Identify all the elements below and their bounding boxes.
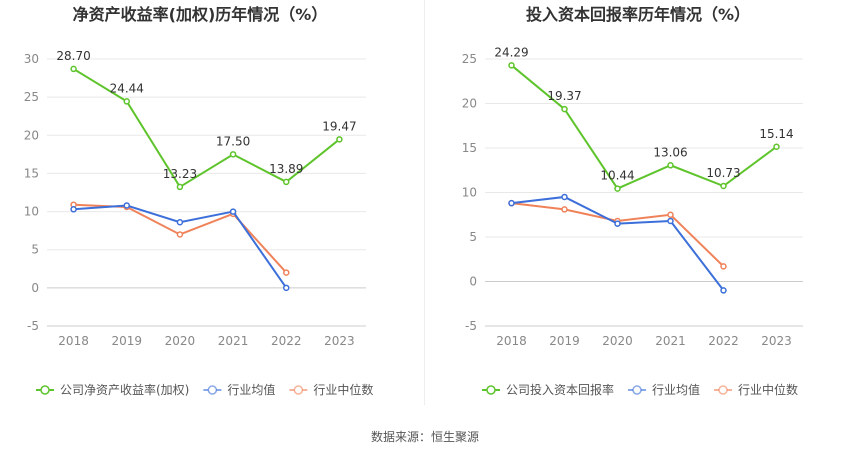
roe-chart-panel: 净资产收益率(加权)历年情况（%） -5 0 5 10 15 20 25 30 2018 2019 2…	[24, 5, 374, 397]
x-tick-label: 2022	[271, 334, 302, 348]
data-point	[176, 183, 184, 191]
data-point	[176, 219, 184, 226]
data-label: 13.89	[269, 162, 303, 176]
data-label: 24.44	[110, 81, 144, 95]
data-point	[508, 199, 515, 207]
legend-label: 行业均值	[227, 382, 275, 397]
charts-canvas: 净资产收益率(加权)历年情况（%） -5 0 5 10 15 20 25 30 2018 2019 2…	[24, 5, 803, 397]
panel-divider	[424, 0, 425, 405]
data-label: 19.37	[547, 89, 581, 103]
x-tick-label: 2020	[602, 334, 633, 348]
y-tick-label: 10	[24, 205, 39, 219]
data-point	[70, 65, 77, 73]
data-point	[720, 287, 727, 294]
y-tick-label: 0	[31, 281, 39, 295]
x-tick-label: 2019	[111, 334, 142, 348]
data-label: 13.06	[653, 145, 687, 159]
y-tick-label: 5	[31, 243, 39, 257]
series-line	[511, 195, 725, 292]
chart-title: 投入资本回报率历年情况（%）	[526, 5, 750, 24]
data-point	[176, 231, 184, 238]
y-tick-label: 0	[469, 275, 477, 289]
y-tick-label: 25	[462, 52, 477, 66]
data-label: 19.47	[322, 119, 356, 133]
data-label: 24.29	[494, 45, 528, 59]
data-label: 13.23	[163, 167, 197, 181]
y-tick-label: 15	[24, 166, 39, 180]
chart-title: 净资产收益率(加权)历年情况（%）	[73, 5, 328, 24]
data-label: 28.70	[56, 49, 90, 63]
y-tick-label: -5	[465, 319, 477, 333]
data-point	[720, 263, 727, 270]
y-tick-label: 10	[462, 186, 477, 200]
x-tick-label: 2023	[324, 334, 355, 348]
legend-label: 行业中位数	[313, 382, 373, 397]
x-tick-label: 2021	[218, 334, 249, 348]
legend-marker	[40, 385, 50, 395]
series-line	[73, 204, 288, 289]
data-label: 17.50	[216, 134, 250, 148]
data-point	[720, 182, 727, 190]
series-line	[511, 202, 725, 268]
data-point	[614, 220, 621, 227]
data-point	[667, 162, 674, 169]
legend-marker	[486, 385, 496, 395]
legend-marker	[293, 385, 304, 395]
series-line	[510, 64, 778, 190]
data-point	[561, 206, 568, 213]
data-point	[667, 211, 674, 218]
legend-label: 公司净资产收益率(加权)	[60, 382, 189, 397]
data-point	[561, 105, 568, 113]
y-tick-label: 20	[462, 97, 477, 111]
x-tick-label: 2019	[549, 334, 580, 348]
data-point	[508, 62, 515, 69]
y-tick-label: 25	[24, 90, 39, 104]
data-point	[229, 151, 237, 158]
x-tick-label: 2018	[496, 334, 527, 348]
series-line	[73, 68, 341, 189]
data-point	[561, 193, 568, 201]
legend-marker	[718, 385, 728, 395]
data-point	[283, 284, 290, 292]
x-tick-label: 2021	[655, 334, 686, 348]
series-line	[73, 203, 287, 274]
roic-chart-panel: 投入资本回报率历年情况（%） -5 0 5 10 15 20 25 2018 2019 2020 20…	[462, 5, 803, 397]
y-tick-label: 5	[469, 230, 477, 244]
legend-label: 行业均值	[652, 382, 700, 397]
y-tick-label: 30	[24, 52, 39, 66]
data-point	[773, 143, 780, 151]
data-point	[336, 136, 343, 143]
legend-label: 公司投入资本回报率	[506, 382, 614, 397]
legend-marker	[632, 385, 642, 395]
data-point	[283, 269, 290, 276]
y-tick-label: 20	[24, 128, 39, 142]
legend-label: 行业中位数	[738, 382, 798, 397]
data-point	[283, 178, 290, 186]
data-point	[229, 208, 237, 215]
data-source-note: 数据来源：恒生聚源	[370, 430, 479, 444]
x-tick-label: 2023	[761, 334, 792, 348]
data-label: 10.44	[600, 169, 634, 183]
y-tick-label: 15	[462, 141, 477, 155]
x-tick-label: 2022	[708, 334, 739, 348]
legend-marker	[207, 385, 218, 395]
data-point	[123, 202, 130, 209]
data-label: 15.14	[759, 127, 793, 141]
y-tick-label: -5	[27, 319, 39, 333]
x-tick-label: 2020	[165, 334, 196, 348]
data-point	[70, 206, 77, 213]
x-tick-label: 2018	[58, 334, 89, 348]
data-point	[614, 185, 621, 192]
data-point	[123, 98, 130, 105]
data-point	[667, 217, 674, 225]
data-label: 10.73	[706, 166, 740, 180]
